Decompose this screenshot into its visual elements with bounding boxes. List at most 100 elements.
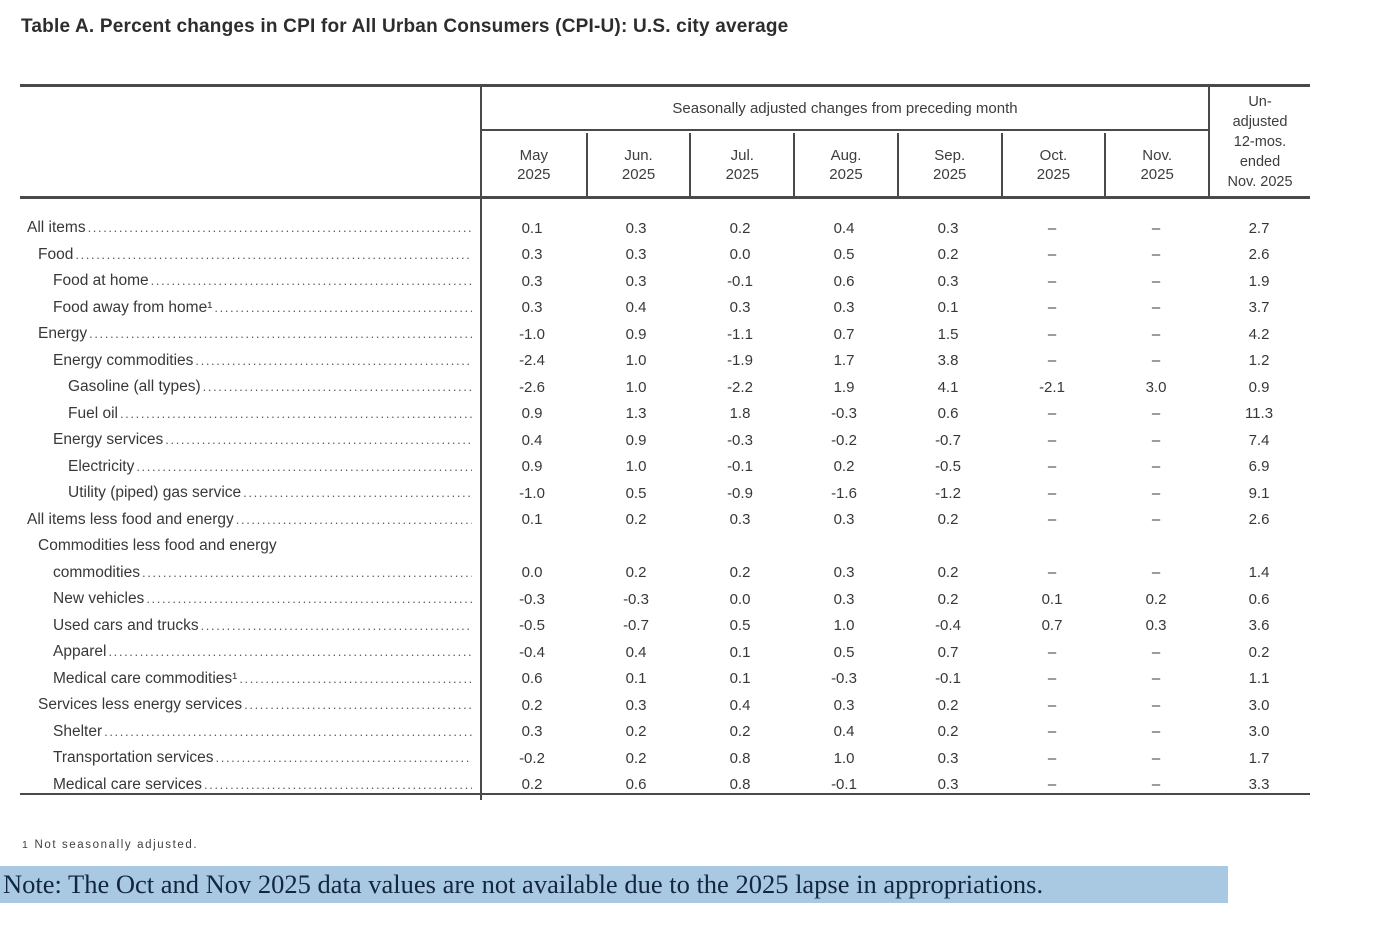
table-row: Shelter 0.3 0.2 0.2 0.4 0.2 – – 3.0	[20, 719, 1310, 746]
cpi-table: Seasonally adjusted changes from precedi…	[20, 84, 1310, 800]
row-label: Energy	[38, 325, 88, 343]
value-cell: -2.6	[519, 378, 545, 396]
row-label: Medical care services	[53, 775, 203, 793]
unadjusted-header-line: adjusted	[1232, 113, 1288, 130]
dot-leader	[216, 750, 472, 765]
value-cell: –	[1151, 219, 1161, 237]
month-name: Sep.	[934, 146, 966, 164]
row-label-cell: All items	[20, 219, 480, 237]
value-cell: 0.9	[625, 431, 647, 449]
unadjusted-header-line: 12-mos.	[1233, 133, 1287, 150]
value-cell: 0.7	[833, 325, 855, 343]
month-year: 2025	[933, 165, 967, 183]
value-cell: –	[1047, 431, 1057, 449]
row-label-cell: Apparel	[20, 643, 480, 661]
value-cell: 1.4	[1248, 563, 1270, 581]
value-cell: –	[1047, 246, 1057, 264]
value-cell: 0.6	[833, 272, 855, 290]
value-cell: 0.3	[937, 272, 959, 290]
value-cell: 0.2	[937, 563, 959, 581]
dot-leader	[88, 220, 472, 235]
value-cell: 0.2	[729, 563, 751, 581]
dot-leader	[151, 273, 472, 288]
unadjusted-header-line: ended	[1239, 153, 1281, 170]
value-cell: 0.6	[521, 670, 543, 688]
row-label-line2: commodities	[20, 560, 480, 587]
value-cell: 1.0	[625, 352, 647, 370]
value-cell: 0.3	[625, 272, 647, 290]
value-cell: 2.6	[1248, 246, 1270, 264]
row-label-cell: Gasoline (all types)	[20, 378, 480, 396]
value-cell: 0.5	[833, 643, 855, 661]
value-cell: 1.3	[625, 405, 647, 423]
month-year: 2025	[1036, 165, 1071, 183]
dot-leader	[204, 777, 472, 792]
row-label-cell: Electricity	[20, 458, 480, 476]
value-cell: 3.8	[937, 352, 959, 370]
value-cell: 0.0	[729, 246, 751, 264]
row-label-cell: Energy	[20, 325, 480, 343]
month-year: 2025	[829, 165, 863, 183]
table-row: Food 0.3 0.3 0.0 0.5 0.2 – – 2.6	[20, 242, 1310, 269]
value-cell: 1.8	[729, 405, 751, 423]
value-cell: -2.2	[727, 378, 753, 396]
value-cell: 1.5	[937, 325, 959, 343]
value-cell: 0.7	[937, 643, 959, 661]
dot-leader	[244, 697, 472, 712]
value-cell: 0.2	[937, 590, 959, 608]
value-cell: –	[1151, 405, 1161, 423]
value-cell: 3.7	[1248, 299, 1270, 317]
value-cell: 0.5	[729, 617, 751, 635]
row-label-cell: Fuel oil	[20, 405, 480, 423]
dot-leader	[201, 618, 472, 633]
value-cell: –	[1047, 272, 1057, 290]
value-cell: -0.1	[727, 272, 753, 290]
row-label: Fuel oil	[68, 404, 118, 422]
value-cell: 0.1	[729, 670, 751, 688]
dot-leader	[104, 724, 472, 739]
table-row: Transportation services -0.2 0.2 0.8 1.0 0.3 –…	[20, 745, 1310, 772]
value-cell: -0.3	[623, 590, 649, 608]
dot-leader	[108, 644, 472, 659]
value-cell: –	[1151, 299, 1161, 317]
row-label: Electricity	[68, 457, 135, 475]
value-cell: -0.7	[623, 617, 649, 635]
value-cell: 0.7	[1041, 617, 1063, 635]
table-bottom-rule	[20, 793, 1310, 795]
value-cell: –	[1151, 246, 1161, 264]
month-year: 2025	[517, 165, 551, 183]
month-header-1: Jun. 2025	[585, 133, 690, 196]
value-cell: 0.2	[1145, 590, 1167, 608]
value-cell: –	[1047, 696, 1057, 714]
value-cell: 0.4	[729, 696, 751, 714]
row-label: Food	[38, 245, 74, 263]
value-cell: 0.3	[521, 272, 543, 290]
value-cell: 2.7	[1248, 219, 1270, 237]
row-label-cell: Used cars and trucks	[20, 617, 480, 635]
value-cell: 0.3	[833, 563, 855, 581]
dot-leader	[239, 671, 472, 686]
value-cell: -0.3	[831, 670, 857, 688]
value-cell: 0.9	[625, 325, 647, 343]
month-header-0: May 2025	[482, 133, 586, 196]
value-cell: 0.1	[729, 643, 751, 661]
value-cell: 0.6	[937, 405, 959, 423]
dot-leader	[142, 565, 472, 580]
value-cell: 6.9	[1248, 458, 1270, 476]
value-cell: -0.9	[727, 484, 753, 502]
value-cell: 0.2	[521, 696, 543, 714]
row-label: Used cars and trucks	[53, 616, 199, 634]
value-cell: 0.9	[521, 458, 543, 476]
month-header-2: Jul. 2025	[689, 133, 793, 196]
value-cell: –	[1151, 643, 1161, 661]
value-cell: -1.1	[727, 325, 753, 343]
table-row: Apparel -0.4 0.4 0.1 0.5 0.7 – – 0.2	[20, 639, 1310, 666]
row-label-cell: Medical care commodities¹	[20, 670, 480, 688]
row-label: Energy services	[53, 431, 164, 449]
row-label: All items	[27, 219, 86, 237]
month-header-3: Aug. 2025	[793, 133, 897, 196]
month-year: 2025	[725, 165, 759, 183]
table-body: All items 0.1 0.3 0.2 0.4 0.3 – – 2.7 Food 0.3 0.3 0…	[20, 199, 1310, 795]
value-cell: 3.0	[1248, 723, 1270, 741]
table-row: Commodities less food and energy commodit…	[20, 533, 1310, 586]
